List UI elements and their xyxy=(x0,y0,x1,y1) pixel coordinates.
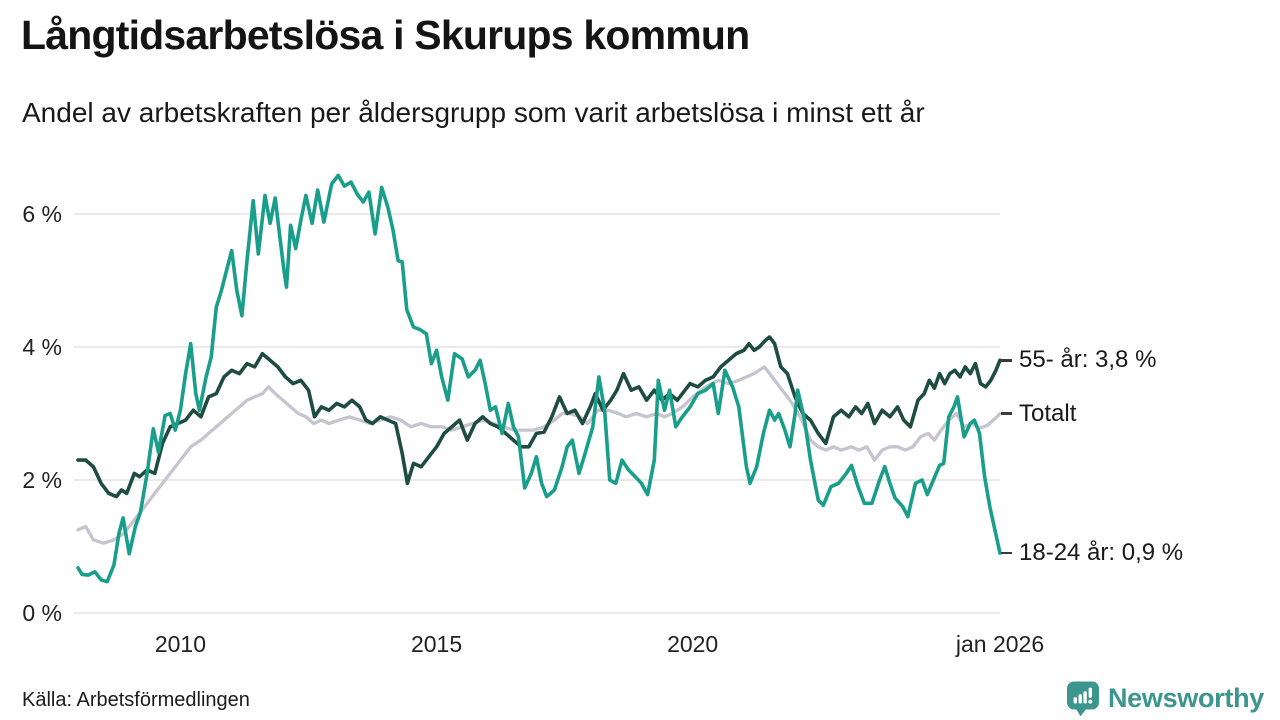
brand-logo[interactable]: Newsworthy xyxy=(1066,680,1264,717)
x-axis-label: 2010 xyxy=(154,631,207,657)
series-lines xyxy=(76,173,1002,584)
chart-title: Långtidsarbetslösa i Skurups kommun xyxy=(21,12,750,58)
x-axis-label: jan 2026 xyxy=(955,631,1045,657)
end-label-text: Totalt xyxy=(1019,399,1077,427)
y-axis-label: 0 % xyxy=(22,600,62,626)
x-axis-label: 2020 xyxy=(667,631,719,657)
brand-name: Newsworthy xyxy=(1107,683,1264,713)
series-line-55-r xyxy=(76,335,1002,499)
label-tick-dash xyxy=(1001,412,1012,415)
series-line-18-24-r xyxy=(76,173,1002,584)
y-axis-label: 6 % xyxy=(22,201,62,227)
end-label-text: 18-24 år: 0,9 % xyxy=(1019,539,1184,567)
y-axis-label: 2 % xyxy=(22,467,62,493)
series-line-totalt xyxy=(76,365,1002,545)
gridlines xyxy=(74,213,1000,614)
end-label-text: 55- år: 3,8 % xyxy=(1019,346,1157,374)
label-tick-dash xyxy=(1001,551,1012,555)
y-axis-label: 4 % xyxy=(22,334,62,360)
end-label-totalt: Totalt xyxy=(1001,400,1076,428)
bar-chart-bubble-icon xyxy=(1066,681,1099,717)
chart-subtitle: Andel av arbetskraften per åldersgrupp s… xyxy=(22,97,925,128)
source-note: Källa: Arbetsförmedlingen xyxy=(22,689,250,711)
end-label-55-ar: 55- år: 3,8 % xyxy=(1001,346,1156,374)
x-axis-label: 2015 xyxy=(410,631,463,657)
end-label-18-24-ar: 18-24 år: 0,9 % xyxy=(1001,539,1183,567)
label-tick-dash xyxy=(1001,359,1012,362)
